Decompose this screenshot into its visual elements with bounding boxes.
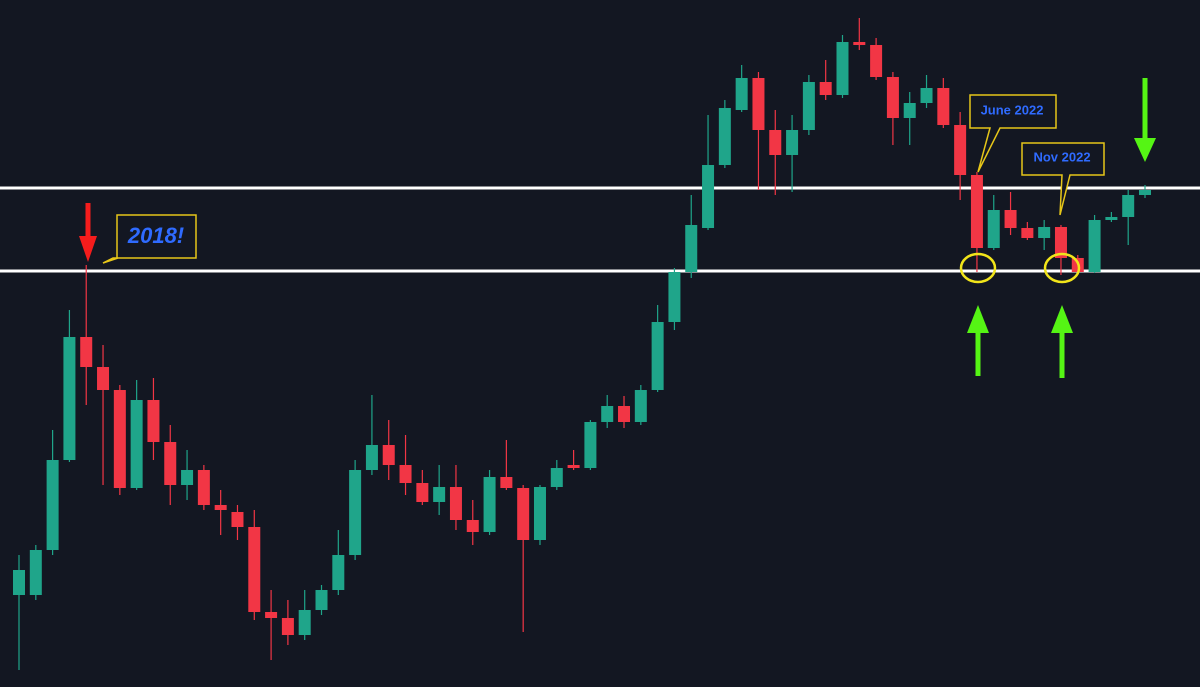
candle-body [214, 505, 227, 510]
candle-body [735, 78, 748, 110]
candle-body [416, 483, 429, 502]
candle-body [147, 400, 160, 442]
candle-body [97, 367, 110, 390]
candle-body [517, 488, 530, 540]
candle-body [802, 82, 815, 130]
candle-body [298, 610, 311, 635]
candle-body [483, 477, 496, 532]
candle-body [231, 512, 244, 527]
candle-body [1105, 217, 1118, 220]
candle-body [500, 477, 513, 488]
candle-body [702, 165, 715, 228]
candle-body [987, 210, 1000, 248]
candle-body [365, 445, 378, 470]
callout-box [102, 214, 197, 264]
candle-body [433, 487, 446, 502]
arrow [79, 203, 97, 262]
callout-text: June 2022 [981, 102, 1044, 117]
candle-body [954, 125, 967, 175]
candle-body [181, 470, 194, 485]
candle-body [651, 322, 664, 390]
callout-box [969, 94, 1057, 173]
candle-body [399, 465, 412, 483]
candle-body [332, 555, 345, 590]
candle-body [265, 612, 278, 618]
candle-body [63, 337, 76, 460]
candle-body [601, 406, 614, 422]
callout-box [1021, 142, 1105, 216]
candle-body [970, 175, 983, 248]
candle-body [567, 465, 580, 468]
candle-body [1139, 190, 1151, 195]
callout-text: 2018! [127, 223, 184, 248]
candle-body [618, 406, 631, 422]
candle-body [1038, 227, 1051, 238]
candle-body [113, 390, 126, 488]
candle-body [903, 103, 916, 118]
candle-body [466, 520, 479, 532]
arrow [1051, 305, 1073, 378]
candle-body [281, 618, 294, 635]
candle-body [315, 590, 328, 610]
candle-body [382, 445, 395, 465]
highlight-circle [1043, 252, 1081, 284]
candle-body [769, 130, 782, 155]
candle-body [1088, 220, 1101, 272]
candle-body [46, 460, 59, 550]
candle-body [584, 422, 597, 468]
candle-body [29, 550, 42, 595]
candles [13, 18, 1151, 670]
candle-body [836, 42, 849, 95]
candle-body [248, 527, 261, 612]
candle-body [449, 487, 462, 520]
candle-body [668, 272, 681, 322]
candle-body [197, 470, 210, 505]
arrow [967, 305, 989, 376]
arrow [1134, 78, 1156, 162]
candle-body [13, 570, 25, 595]
candle-body [886, 77, 899, 118]
candle-body [1122, 195, 1135, 217]
candle-body [533, 487, 546, 540]
candle-body [80, 337, 93, 367]
candle-body [819, 82, 832, 95]
candle-body [550, 468, 563, 487]
candle-body [920, 88, 933, 103]
candle-body [1021, 228, 1034, 238]
candle-body [1004, 210, 1017, 228]
candle-body [853, 42, 866, 45]
candle-body [349, 470, 362, 555]
candle-body [752, 78, 765, 130]
candle-body [718, 108, 731, 165]
candle-body [130, 400, 143, 488]
candle-body [786, 130, 799, 155]
support-levels [0, 186, 1200, 273]
candle-body [164, 442, 177, 485]
callout-text: Nov 2022 [1033, 149, 1090, 164]
highlight-circle [959, 252, 997, 284]
candle-body [634, 390, 647, 422]
candle-body [685, 225, 698, 272]
candle-body [937, 88, 950, 125]
candle-body [1054, 227, 1067, 258]
candle-body [870, 45, 883, 77]
